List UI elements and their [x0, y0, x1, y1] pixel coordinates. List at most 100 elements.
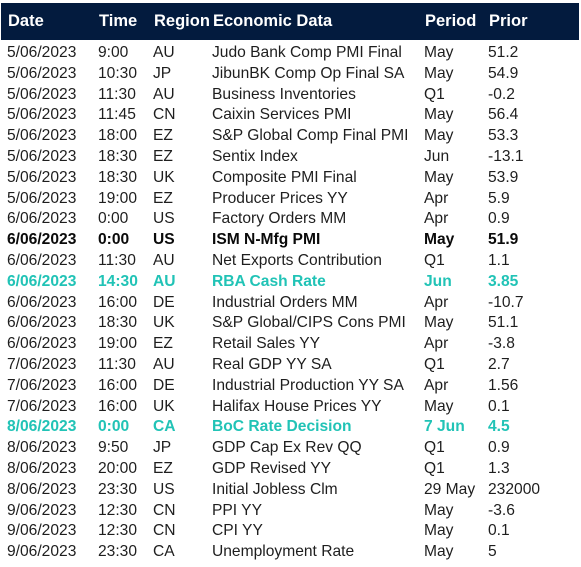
cell-period: Jun [424, 272, 452, 290]
cell-prior: 51.9 [488, 231, 519, 249]
cell-time: 12:30 [98, 501, 138, 519]
cell-prior: 0.9 [488, 439, 510, 457]
cell-date: 8/06/2023 [7, 439, 77, 457]
cell-prior: 53.3 [488, 127, 519, 145]
cell-date: 6/06/2023 [7, 314, 77, 332]
cell-date: 6/06/2023 [7, 272, 77, 290]
cell-date: 9/06/2023 [7, 501, 77, 519]
table-row: 6/06/2023 14:30 AU RBA Cash Rate Jun 3.85 [0, 272, 581, 293]
cell-date: 5/06/2023 [7, 147, 77, 165]
cell-time: 11:30 [98, 251, 136, 269]
cell-time: 18:00 [98, 127, 138, 145]
cell-region: CN [153, 106, 176, 124]
cell-period: Q1 [424, 85, 445, 103]
cell-region: DE [153, 293, 175, 311]
cell-period: May [424, 106, 454, 124]
cell-region: EZ [153, 147, 173, 165]
cell-event: JibunBK Comp Op Final SA [212, 64, 405, 82]
cell-date: 7/06/2023 [7, 355, 77, 373]
header-prior: Prior [489, 12, 528, 30]
cell-date: 5/06/2023 [7, 168, 77, 186]
cell-prior: -10.7 [488, 293, 524, 311]
cell-region: DE [153, 376, 175, 394]
cell-date: 7/06/2023 [7, 397, 77, 415]
cell-region: AU [153, 355, 175, 373]
table-row: 5/06/2023 18:30 UK Composite PMI Final May 53… [0, 168, 581, 189]
cell-event: BoC Rate Decision [212, 418, 352, 436]
cell-prior: -3.6 [488, 501, 515, 519]
cell-event: ISM N-Mfg PMI [212, 231, 321, 249]
cell-event: S&P Global Comp Final PMI [212, 127, 409, 145]
table-row: 8/06/2023 20:00 EZ GDP Revised YY Q1 1.3 [0, 459, 581, 480]
cell-time: 23:30 [98, 543, 138, 561]
table-row: 5/06/2023 9:00 AU Judo Bank Comp PMI Final M… [0, 43, 581, 64]
cell-region: US [153, 231, 175, 249]
cell-date: 8/06/2023 [7, 418, 77, 436]
cell-period: Apr [424, 376, 449, 394]
table-row: 5/06/2023 18:30 EZ Sentix Index Jun -13.1 [0, 147, 581, 168]
table-row: 6/06/2023 11:30 AU Net Exports Contribution… [0, 251, 581, 272]
cell-event: Initial Jobless Clm [212, 480, 338, 498]
cell-region: UK [153, 397, 175, 415]
cell-period: Q1 [424, 251, 445, 269]
cell-region: CN [153, 522, 176, 540]
cell-prior: 51.1 [488, 314, 519, 332]
cell-prior: -13.1 [488, 147, 524, 165]
cell-region: UK [153, 168, 175, 186]
cell-event: S&P Global/CIPS Cons PMI [212, 314, 406, 332]
cell-period: May [424, 231, 455, 249]
cell-time: 23:30 [98, 480, 138, 498]
cell-time: 16:00 [98, 293, 138, 311]
cell-time: 14:30 [98, 272, 138, 290]
cell-period: 7 Jun [424, 418, 465, 436]
cell-event: Industrial Production YY SA [212, 376, 404, 394]
cell-date: 6/06/2023 [7, 293, 77, 311]
cell-event: Judo Bank Comp PMI Final [212, 44, 402, 61]
cell-region: EZ [153, 189, 173, 207]
cell-date: 8/06/2023 [7, 480, 77, 498]
table-body: 5/06/2023 9:00 AU Judo Bank Comp PMI Final M… [0, 43, 581, 563]
cell-date: 5/06/2023 [7, 85, 77, 103]
cell-period: May [424, 522, 454, 540]
cell-event: Industrial Orders MM [212, 293, 358, 311]
cell-period: Apr [424, 335, 449, 353]
table-row: 5/06/2023 18:00 EZ S&P Global Comp Final PM… [0, 126, 581, 147]
cell-time: 18:30 [98, 314, 138, 332]
cell-period: Jun [424, 147, 450, 165]
cell-prior: 53.9 [488, 168, 519, 186]
table-row: 6/06/2023 16:00 DE Industrial Orders MM Apr -… [0, 293, 581, 314]
cell-prior: 232000 [488, 480, 541, 498]
cell-prior: 1.1 [488, 251, 510, 269]
cell-region: EZ [153, 459, 173, 477]
table-row: 5/06/2023 11:30 AU Business Inventories Q1 -0… [0, 85, 581, 106]
cell-period: Apr [424, 189, 449, 207]
table-row: 5/06/2023 10:30 JP JibunBK Comp Op Final SA… [0, 64, 581, 85]
header-region: Region [154, 12, 210, 30]
cell-time: 18:30 [98, 147, 138, 165]
cell-date: 5/06/2023 [7, 189, 77, 207]
cell-time: 0:00 [98, 418, 130, 436]
cell-event: Producer Prices YY [212, 189, 348, 207]
table-row: 7/06/2023 11:30 AU Real GDP YY SA Q1 2.7 [0, 355, 581, 376]
cell-time: 11:45 [98, 106, 136, 124]
cell-time: 12:30 [98, 522, 138, 540]
cell-date: 9/06/2023 [7, 543, 77, 561]
cell-event: CPI YY [212, 522, 263, 540]
cell-period: May [424, 397, 454, 415]
table-row: 6/06/2023 0:00 US Factory Orders MM Apr 0.9 [0, 209, 581, 230]
cell-period: Q1 [424, 439, 445, 457]
header-period: Period [425, 12, 477, 30]
table-row: 8/06/2023 23:30 US Initial Jobless Clm 29 Ma… [0, 480, 581, 501]
cell-date: 5/06/2023 [7, 44, 77, 61]
cell-time: 19:00 [98, 335, 138, 353]
cell-date: 6/06/2023 [7, 210, 77, 228]
cell-region: AU [153, 44, 175, 61]
cell-region: JP [153, 439, 172, 457]
cell-period: May [424, 168, 454, 186]
cell-event: Caixin Services PMI [212, 106, 352, 124]
cell-event: Sentix Index [212, 147, 298, 165]
cell-event: Business Inventories [212, 85, 356, 103]
cell-prior: 0.1 [488, 522, 510, 540]
cell-date: 9/06/2023 [7, 522, 77, 540]
cell-prior: 56.4 [488, 106, 519, 124]
